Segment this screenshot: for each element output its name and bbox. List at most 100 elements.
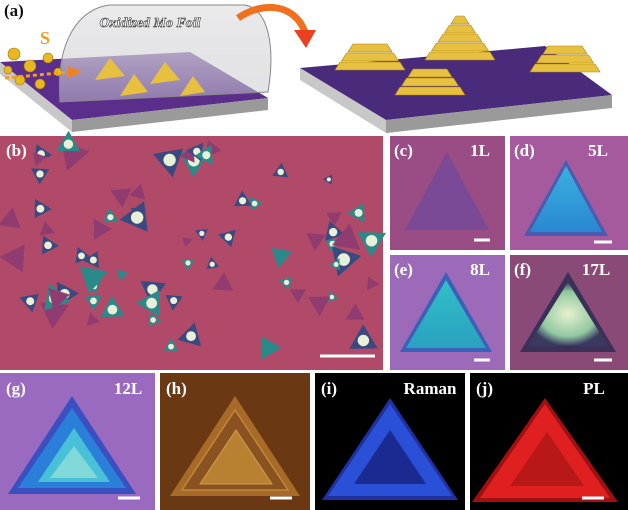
shape — [170, 297, 178, 305]
shape — [326, 212, 342, 226]
mode-label: PL — [583, 379, 605, 398]
shape — [407, 68, 453, 78]
shape — [168, 343, 174, 350]
shape — [130, 211, 144, 224]
shape — [212, 272, 234, 291]
flakes — [0, 130, 386, 360]
shape — [163, 153, 176, 167]
shape — [345, 303, 365, 320]
process-arrowhead — [294, 30, 316, 48]
shape — [86, 312, 101, 326]
panel-label: (h) — [166, 379, 187, 398]
foil-label: Oxidized Mo Foil — [99, 16, 200, 31]
shape — [79, 266, 109, 294]
shape — [290, 289, 307, 304]
shape — [26, 297, 35, 306]
shape — [90, 297, 97, 305]
shape — [357, 334, 370, 347]
shape — [186, 331, 197, 342]
shape — [44, 241, 52, 250]
shape — [354, 430, 426, 484]
substrate-side — [300, 68, 386, 133]
shape — [33, 152, 47, 167]
shape — [251, 200, 258, 207]
shape — [329, 294, 335, 300]
shape — [185, 260, 191, 266]
shape — [261, 336, 282, 360]
shape — [93, 218, 113, 240]
shape — [147, 284, 158, 295]
substrate-side — [386, 95, 612, 133]
shape — [405, 152, 489, 230]
mode-label: Raman — [404, 379, 457, 398]
panel-label: (j) — [476, 379, 493, 398]
substrate-side — [72, 98, 268, 132]
shape — [326, 177, 331, 182]
shape — [277, 168, 284, 176]
shape — [528, 282, 608, 346]
shape — [63, 139, 74, 149]
shape — [209, 261, 215, 267]
panel-label: (b) — [6, 141, 27, 160]
shape — [107, 214, 114, 221]
panel-label: (a) — [4, 1, 24, 20]
shape — [308, 296, 331, 317]
shape — [39, 221, 55, 236]
shape — [306, 233, 326, 251]
panel-label: (i) — [321, 379, 337, 398]
shape — [394, 86, 466, 96]
shape — [347, 43, 393, 53]
shape — [332, 223, 361, 250]
shape — [530, 166, 602, 232]
panel-b: (b) — [0, 130, 386, 370]
shape — [430, 42, 490, 52]
shape — [120, 74, 148, 96]
shape — [437, 33, 483, 43]
shape — [443, 24, 477, 34]
layer-label: 1L — [470, 141, 490, 160]
panel-g: (g) 12L — [0, 373, 155, 510]
source-label: S — [40, 28, 50, 48]
shape — [400, 77, 460, 87]
shape — [424, 51, 496, 61]
shape — [48, 287, 70, 310]
panel-d: (d) 5L — [510, 136, 628, 250]
panel-h: (h) — [160, 373, 310, 510]
shape — [365, 234, 378, 247]
panel-e: (e) 8L — [390, 255, 505, 370]
layer-label: 5L — [588, 141, 608, 160]
shape — [129, 183, 146, 200]
shape — [529, 63, 601, 73]
shape — [450, 15, 470, 25]
shape — [0, 244, 25, 273]
shape — [202, 151, 211, 160]
flow-arrowhead — [68, 66, 82, 78]
panel-label: (e) — [394, 260, 413, 279]
shape — [117, 269, 129, 281]
shape — [340, 52, 400, 62]
shape — [50, 446, 98, 478]
shape — [334, 61, 406, 71]
shape — [510, 432, 584, 486]
panel-label: (d) — [514, 141, 535, 160]
foil — [58, 4, 272, 103]
shape — [199, 429, 273, 485]
layer-label: 17L — [582, 260, 610, 279]
shape — [95, 58, 125, 80]
shape — [150, 317, 156, 323]
shape — [367, 276, 380, 291]
shape — [78, 252, 85, 260]
shape — [328, 227, 338, 237]
shape — [182, 237, 193, 248]
shape — [110, 188, 132, 208]
layer-label: 12L — [114, 379, 142, 398]
panel-label: (f) — [514, 260, 531, 279]
shape — [224, 233, 233, 241]
shape — [535, 54, 595, 64]
panel-a: (a) S Oxidized Mo Foil — [0, 1, 612, 133]
shape — [333, 262, 339, 267]
pyramids — [334, 15, 601, 96]
shape — [542, 45, 588, 55]
panel-j: (j) PL — [470, 373, 628, 510]
